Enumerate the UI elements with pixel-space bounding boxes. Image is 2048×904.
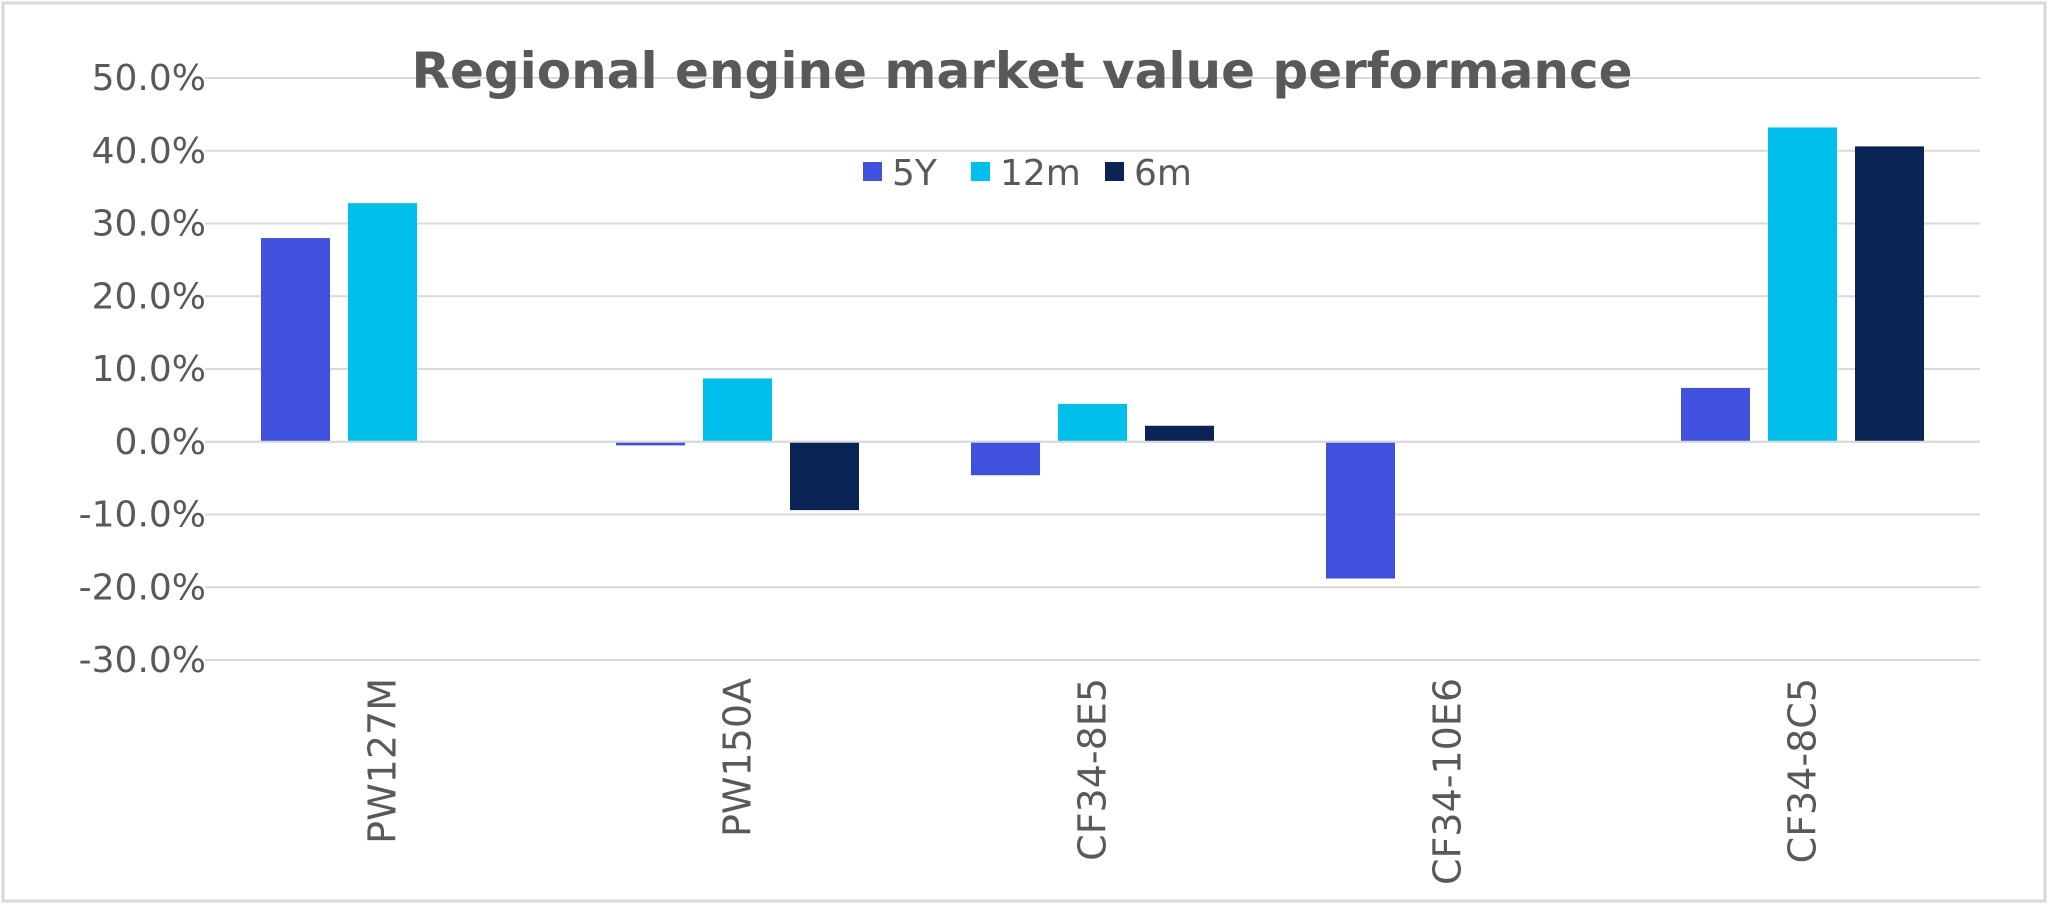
y-tick-label: 0.0%: [115, 422, 206, 463]
bar-6m-cf34-8c5: [1855, 146, 1924, 442]
category-label: PW127M: [361, 678, 405, 844]
legend-swatch: [971, 162, 990, 181]
chart-title: Regional engine market value performance: [411, 42, 1632, 100]
gridlines: [205, 77, 1980, 661]
bar-5y-pw150a: [616, 441, 685, 446]
bar-6m-cf34-8e5: [1145, 425, 1214, 442]
y-axis-tick-labels: -30.0% -20.0% -10.0% 0.0% 10.0% 20.0% 30.0% 40.…: [79, 58, 206, 681]
bar-5y-pw127m: [261, 238, 330, 442]
bar-12m-pw150a: [703, 378, 772, 442]
y-tick-label: 50.0%: [92, 58, 206, 99]
legend-item: 6m: [1105, 153, 1192, 194]
legend-label: 6m: [1134, 153, 1192, 194]
category-label: CF34-8E5: [1071, 678, 1115, 861]
y-tick-label: 40.0%: [92, 131, 206, 172]
y-tick-label: 10.0%: [92, 349, 206, 390]
bar-12m-pw127m: [348, 203, 417, 442]
category-label: PW150A: [716, 678, 760, 837]
bar-5y-cf34-8c5: [1681, 387, 1750, 442]
category-label: CF34-10E6: [1426, 678, 1470, 885]
y-tick-label: -10.0%: [79, 495, 206, 536]
bar-5y-cf34-8e5: [971, 441, 1040, 476]
category-label: CF34-8C5: [1781, 678, 1825, 863]
legend-item: 5Y: [863, 153, 938, 194]
legend-label: 5Y: [892, 153, 938, 194]
bars: [261, 127, 1924, 579]
bar-5y-cf34-10e6: [1326, 441, 1395, 579]
y-tick-label: -30.0%: [79, 640, 206, 681]
y-tick-label: 30.0%: [92, 204, 206, 245]
legend-swatch: [863, 162, 882, 181]
bar-12m-cf34-8c5: [1768, 127, 1837, 442]
y-tick-label: -20.0%: [79, 567, 206, 608]
legend-swatch: [1105, 162, 1124, 181]
bar-6m-pw150a: [790, 441, 859, 511]
x-axis-category-labels: PW127M PW150A CF34-8E5 CF34-10E6 CF34-8C5: [361, 678, 1825, 885]
legend-item: 12m: [971, 153, 1081, 194]
legend: 5Y 12m 6m: [863, 153, 1192, 194]
legend-label: 12m: [1000, 153, 1081, 194]
y-tick-label: 20.0%: [92, 276, 206, 317]
bar-12m-cf34-8e5: [1058, 403, 1127, 442]
